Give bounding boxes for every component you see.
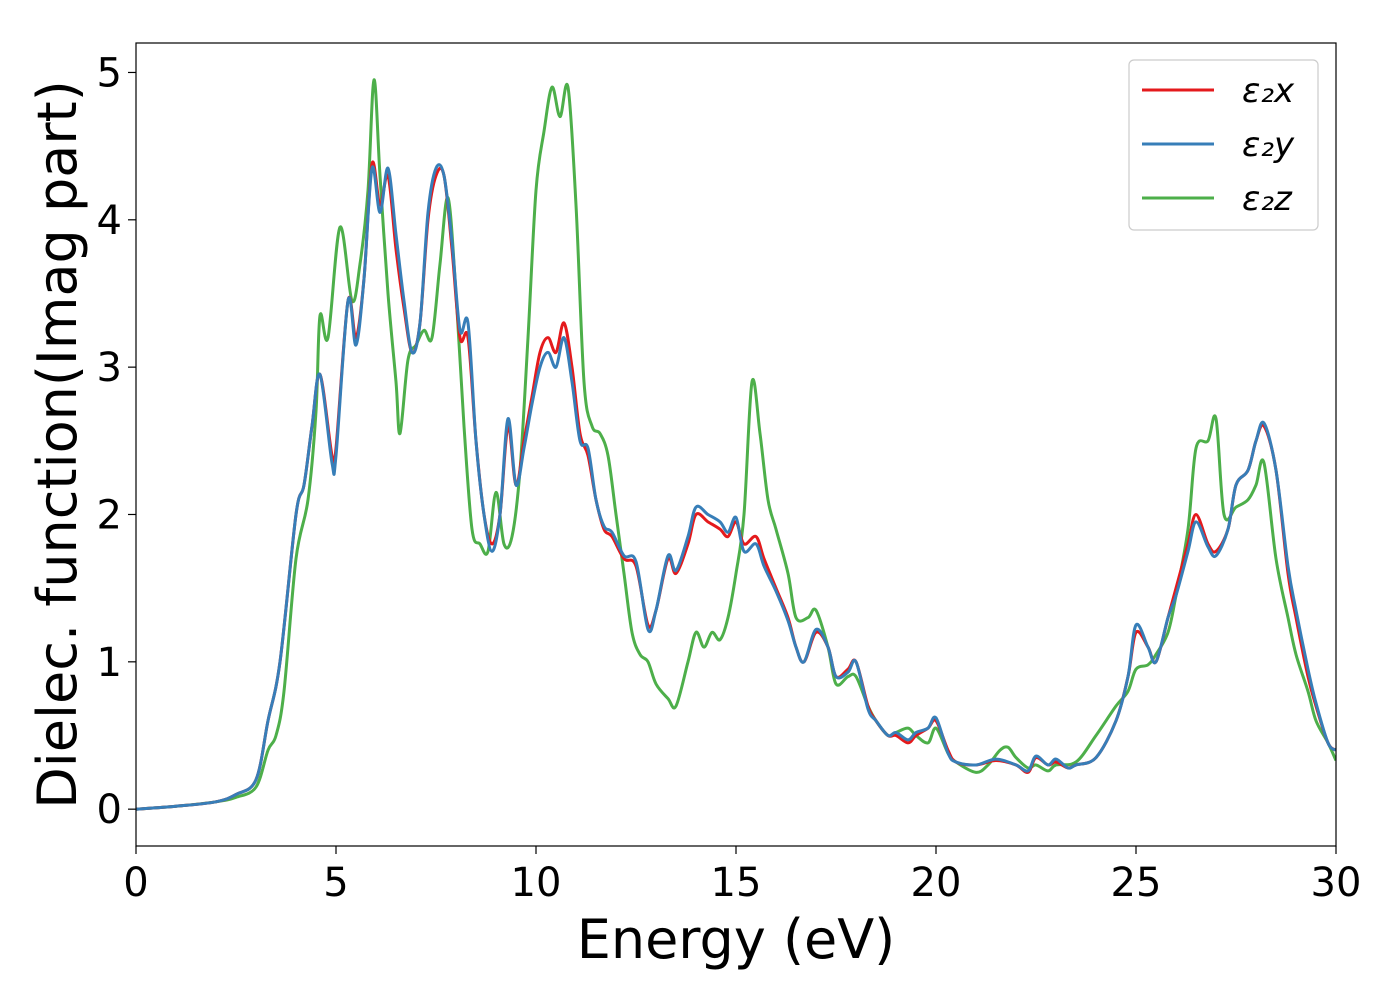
y-tick-label: 1 xyxy=(97,640,122,686)
series-line-x xyxy=(136,160,1336,811)
y-tick-label: 5 xyxy=(97,50,122,96)
x-tick-label: 25 xyxy=(1111,860,1162,906)
y-tick-label: 4 xyxy=(97,198,122,244)
x-tick-label: 5 xyxy=(323,860,348,906)
series-lines xyxy=(136,78,1336,811)
x-axis-ticks: 0 5 10 15 20 25 30 xyxy=(123,846,1361,906)
x-tick-label: 10 xyxy=(511,860,562,906)
series-line-z xyxy=(136,78,1336,811)
y-tick-label: 0 xyxy=(97,787,122,833)
legend-label: ε₂y xyxy=(1242,125,1295,165)
y-axis-title: Dielec. function(Imag part) xyxy=(26,80,89,809)
legend-box xyxy=(1128,59,1319,231)
y-tick-label: 2 xyxy=(97,492,122,538)
x-tick-label: 0 xyxy=(123,860,148,906)
legend-label: ε₂x xyxy=(1242,71,1295,111)
x-tick-label: 30 xyxy=(1311,860,1362,906)
x-axis-title: Energy (eV) xyxy=(577,908,896,971)
series-line-y xyxy=(136,163,1336,811)
legend: ε₂x ε₂y ε₂z xyxy=(1128,59,1319,231)
y-tick-label: 3 xyxy=(97,345,122,391)
x-tick-label: 20 xyxy=(911,860,962,906)
x-tick-label: 15 xyxy=(711,860,762,906)
y-axis-ticks: 0 1 2 3 4 5 xyxy=(97,50,136,833)
legend-label: ε₂z xyxy=(1242,179,1293,219)
